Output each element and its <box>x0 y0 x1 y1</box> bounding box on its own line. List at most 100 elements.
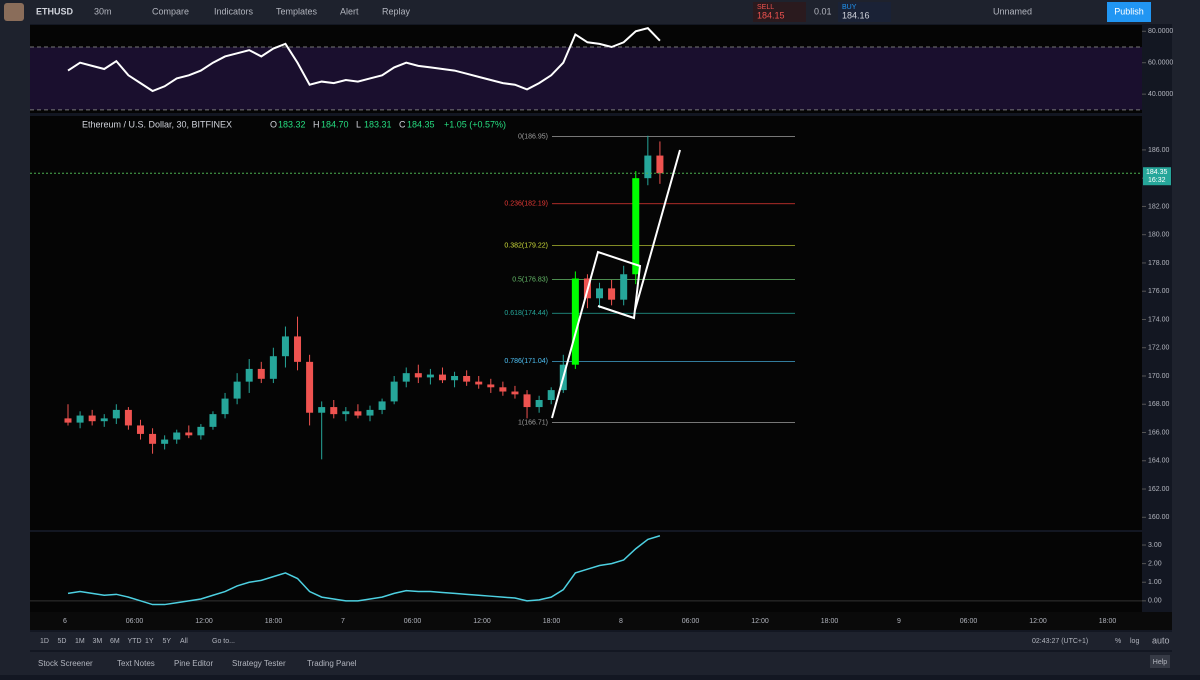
publish-button[interactable] <box>1107 2 1151 22</box>
y-tick-label: 180.00 <box>1148 232 1170 239</box>
symbol[interactable]: ETHUSD <box>36 6 74 16</box>
footer-tab[interactable]: Trading Panel <box>307 659 357 668</box>
toolbar-item[interactable]: Templates <box>276 6 318 16</box>
sell-price: 184.15 <box>757 10 785 20</box>
y-tick-label: 60.0000 <box>1148 60 1173 67</box>
x-tick-label: 06:00 <box>682 618 700 625</box>
toolbar-item[interactable]: Compare <box>152 6 189 16</box>
range-option[interactable]: log <box>1130 638 1139 645</box>
y-tick-label: 164.00 <box>1148 458 1170 465</box>
y-tick-label: 168.00 <box>1148 401 1170 408</box>
candle-body <box>185 432 193 436</box>
footer-tab[interactable]: Strategy Tester <box>232 659 286 668</box>
rsi-band <box>30 47 1142 110</box>
buy-label: BUY <box>842 4 857 11</box>
toolbar-item[interactable]: Alert <box>340 6 359 16</box>
candle-body <box>245 368 253 382</box>
range-button[interactable]: 1Y <box>145 638 154 645</box>
toolbar-item[interactable]: Indicators <box>214 6 254 16</box>
legend-value: 184.35 <box>407 119 435 129</box>
candle-body <box>88 415 96 422</box>
range-button[interactable]: 1M <box>75 638 85 645</box>
candle-body <box>438 374 446 381</box>
legend-key: H <box>313 119 320 129</box>
range-button[interactable]: 5D <box>58 638 67 645</box>
y-tick-label: 2.00 <box>1148 560 1162 567</box>
candle-body <box>330 407 338 415</box>
help-label: Help <box>1153 659 1168 666</box>
x-tick-label: 06:00 <box>960 618 978 625</box>
candle-body <box>451 375 459 381</box>
rsi-line <box>67 27 661 93</box>
sell-button[interactable] <box>753 2 806 22</box>
goto[interactable]: Go to... <box>212 638 235 645</box>
range-option[interactable]: auto <box>1152 635 1170 645</box>
y-tick-label: 3.00 <box>1148 542 1162 549</box>
candle-body <box>281 336 289 357</box>
candle-body <box>596 288 604 299</box>
y-tick-label: 182.00 <box>1148 203 1170 210</box>
candle-body <box>318 407 326 413</box>
range-button[interactable]: 6M <box>110 638 120 645</box>
candle-body <box>547 390 555 401</box>
buy-price: 184.16 <box>842 10 870 20</box>
x-tick-label: 18:00 <box>543 618 561 625</box>
y-tick-label: 178.00 <box>1148 260 1170 267</box>
candle-body <box>294 336 302 362</box>
fib-label: 0.5(176.83) <box>512 276 548 283</box>
range-button[interactable]: 1D <box>40 638 49 645</box>
x-tick-label: 12:00 <box>1029 618 1047 625</box>
price-pane <box>30 116 1142 530</box>
legend-value: 183.31 <box>364 119 392 129</box>
fib-label: 0.236(182.19) <box>504 201 548 208</box>
layout-name[interactable]: Unnamed <box>993 6 1032 16</box>
candle-body <box>390 381 398 402</box>
candle-body <box>64 418 72 423</box>
candle-body <box>100 418 108 422</box>
candle-body <box>149 433 157 444</box>
chart-title: Ethereum / U.S. Dollar, 30, BITFINEX <box>82 119 232 129</box>
candle-body <box>620 274 628 300</box>
footer-tab[interactable]: Stock Screener <box>38 659 93 668</box>
x-tick-label: 18:00 <box>1099 618 1117 625</box>
x-tick-label: 6 <box>63 618 67 625</box>
candle-body <box>414 373 422 378</box>
candle-body <box>221 398 229 415</box>
candle-body <box>511 391 519 395</box>
candle-body <box>487 384 495 388</box>
range-option[interactable]: % <box>1115 638 1121 645</box>
toolbar-item[interactable]: Replay <box>382 6 411 16</box>
candle-body <box>306 361 314 413</box>
y-tick-label: 80.0000 <box>1148 28 1173 35</box>
footer-tab[interactable]: Pine Editor <box>174 659 213 668</box>
candle-body <box>499 387 507 392</box>
trend-drawing <box>634 149 681 311</box>
clock: 02:43:27 (UTC+1) <box>1032 638 1088 645</box>
candle-body <box>632 178 640 275</box>
y-tick-label: 176.00 <box>1148 288 1170 295</box>
range-button[interactable]: All <box>180 638 188 645</box>
help-button[interactable] <box>1150 655 1170 668</box>
candle-body <box>342 411 350 415</box>
range-button[interactable]: YTD <box>128 638 142 645</box>
x-tick-label: 06:00 <box>404 618 422 625</box>
x-tick-label: 12:00 <box>473 618 491 625</box>
y-tick-label: 40.0000 <box>1148 91 1173 98</box>
x-tick-label: 18:00 <box>821 618 839 625</box>
top-toolbar <box>0 0 1200 24</box>
time-axis <box>30 612 1172 630</box>
range-button[interactable]: 3M <box>93 638 103 645</box>
buy-button[interactable] <box>838 2 891 22</box>
candle-body <box>644 155 652 179</box>
legend-key: L <box>356 119 361 129</box>
avatar[interactable] <box>4 3 24 21</box>
x-tick-label: 9 <box>897 618 901 625</box>
footer-tab[interactable]: Text Notes <box>117 659 155 668</box>
interval[interactable]: 30m <box>94 6 112 16</box>
legend-key: O <box>270 119 277 129</box>
candle-body <box>197 426 205 436</box>
range-button[interactable]: 5Y <box>163 638 172 645</box>
left-toolbar <box>0 24 30 652</box>
legend-key: C <box>399 119 406 129</box>
x-tick-label: 18:00 <box>265 618 283 625</box>
